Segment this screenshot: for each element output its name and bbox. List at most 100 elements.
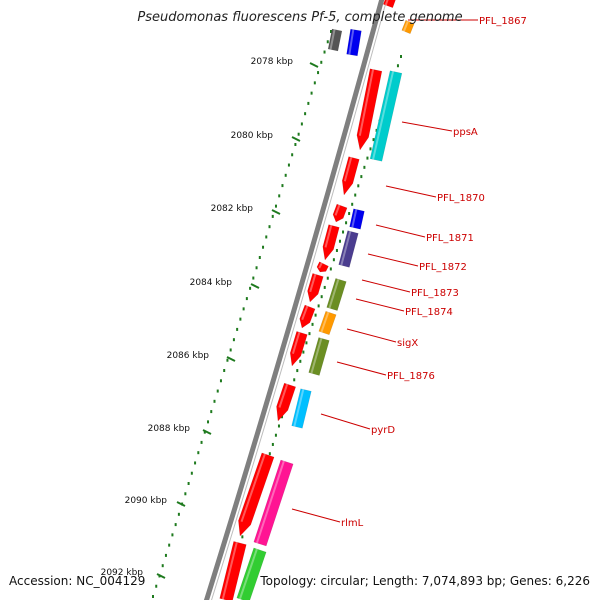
gene-forward-strand xyxy=(369,70,403,162)
ruler-minor-tick xyxy=(320,60,323,64)
ruler-outer-dot xyxy=(360,175,363,179)
gene-reverse-strand-shine xyxy=(334,204,341,216)
gene-reverse-strand xyxy=(307,273,324,303)
gene-forward-strand-shine xyxy=(351,209,358,228)
ruler-outer-dot xyxy=(308,332,311,336)
gene-forward-strand-shine xyxy=(372,71,395,160)
gene-reverse-strand xyxy=(322,224,340,261)
ruler-minor-tick xyxy=(284,173,287,177)
ruler-minor-tick xyxy=(242,307,245,311)
ruler-tick-label: 2082 kbp xyxy=(211,204,254,214)
gene-reverse-strand-shine xyxy=(318,262,323,269)
gene-forward-strand-shine xyxy=(255,460,285,544)
ruler-outer-dot xyxy=(400,55,402,58)
ruler-outer-dot xyxy=(354,193,357,197)
gene-label: PFL_1874 xyxy=(405,307,453,318)
gene-reverse-strand-shine xyxy=(324,225,333,248)
gene-label-leader xyxy=(320,413,371,430)
gene-label: sigX xyxy=(397,338,418,349)
ruler-tick-label: 2080 kbp xyxy=(231,131,274,141)
ruler-outer-dot xyxy=(342,230,345,234)
ruler-minor-tick xyxy=(278,194,281,198)
ruler-minor-tick xyxy=(281,184,284,188)
gene-label-leader xyxy=(346,328,397,343)
ruler-tick-label: 2090 kbp xyxy=(125,496,168,506)
gene-label: PFL_1873 xyxy=(411,288,459,299)
ruler-outer-dot xyxy=(299,359,302,363)
ruler-minor-tick xyxy=(291,153,294,157)
gene-label: rlmL xyxy=(341,518,364,529)
ruler-outer-dot xyxy=(323,285,326,289)
gene-reverse-strand xyxy=(238,452,275,537)
accession-text: Accession: NC_004129 xyxy=(9,574,146,588)
ruler-outer-dot xyxy=(296,369,299,373)
ruler-minor-tick xyxy=(168,543,171,547)
ruler-major-tick xyxy=(226,356,236,362)
ruler-minor-tick xyxy=(219,379,222,383)
ruler-outer-dot xyxy=(277,424,280,428)
ruler-minor-tick xyxy=(232,338,235,342)
ruler-minor-tick xyxy=(258,256,261,259)
ruler-outer-dot xyxy=(357,184,360,188)
gene-forward-strand xyxy=(308,337,330,376)
gene-reverse-strand xyxy=(289,331,308,367)
ruler-minor-tick xyxy=(317,71,320,75)
ruler-outer-dot xyxy=(281,415,284,419)
gene-label: PFL_1871 xyxy=(426,233,474,244)
gene-label: ppsA xyxy=(453,127,478,138)
ruler-outer-dot xyxy=(311,322,314,326)
ruler-minor-tick xyxy=(274,204,277,208)
ruler-minor-tick xyxy=(300,122,303,126)
ruler-outer-dot xyxy=(274,433,277,437)
ruler-minor-tick xyxy=(171,533,174,537)
gene-forward-strand-shine xyxy=(310,337,323,374)
ruler-outer-dot xyxy=(268,452,271,456)
ruler-minor-tick xyxy=(223,369,226,372)
ruler-outer-dot xyxy=(372,138,375,142)
ruler-outer-dot xyxy=(396,64,399,68)
ruler-tick-label: 2084 kbp xyxy=(190,278,233,288)
ruler-outer-dot xyxy=(302,350,305,354)
gene-label-leader xyxy=(361,279,411,293)
ruler-minor-tick xyxy=(187,482,190,485)
ruler-outer-dot xyxy=(320,295,323,299)
gene-forward-strand xyxy=(349,208,365,230)
gene-reverse-strand-shine xyxy=(291,331,301,354)
ruler-major-tick xyxy=(202,429,212,435)
ruler-outer-dot xyxy=(366,156,369,160)
ruler-outer-dot xyxy=(363,165,366,169)
ruler-minor-tick xyxy=(152,595,154,598)
gene-label-leader xyxy=(385,185,437,198)
ruler-minor-tick xyxy=(239,317,242,321)
ruler-outer-dot xyxy=(351,202,354,206)
gene-forward-strand xyxy=(253,459,294,547)
gene-reverse-strand-shine xyxy=(358,69,375,136)
gene-forward-strand-shine xyxy=(293,389,305,427)
ruler-minor-tick xyxy=(216,389,219,393)
ruler-minor-tick xyxy=(236,327,239,331)
ruler-minor-tick xyxy=(155,584,158,588)
gene-forward-strand-shine xyxy=(329,29,336,50)
gene-label: PFL_1876 xyxy=(387,371,435,382)
ruler-outer-dot xyxy=(241,535,244,539)
ruler-minor-tick xyxy=(326,40,329,44)
gene-reverse-strand xyxy=(316,261,329,273)
ruler-major-tick xyxy=(250,283,260,289)
ruler-outer-dot xyxy=(345,221,348,225)
ruler-minor-tick xyxy=(203,430,206,434)
ruler-minor-tick xyxy=(294,143,297,146)
ruler-minor-tick xyxy=(190,471,193,475)
gene-forward-strand xyxy=(291,388,312,429)
ruler-minor-tick xyxy=(210,410,213,414)
gene-reverse-strand xyxy=(276,382,297,422)
ruler-minor-tick xyxy=(262,245,265,249)
ruler-outer-dot xyxy=(326,276,329,280)
ruler-outer-dot xyxy=(332,258,335,262)
ruler-minor-tick xyxy=(307,101,310,105)
ruler-minor-tick xyxy=(330,30,332,33)
gene-reverse-strand-shine xyxy=(301,305,309,321)
ruler-tick-label: 2088 kbp xyxy=(148,424,191,434)
ruler-outer-dot xyxy=(338,239,341,243)
ruler-minor-tick xyxy=(197,451,200,455)
